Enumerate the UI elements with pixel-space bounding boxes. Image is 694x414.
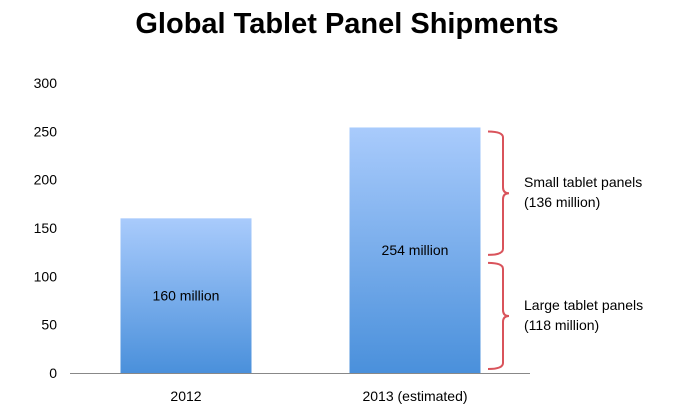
annotation-value: (136 million) — [524, 194, 600, 210]
bar — [349, 127, 481, 373]
x-tick-label: 2013 (estimated) — [362, 388, 467, 404]
annotation-label: Small tablet panels — [524, 174, 642, 190]
y-tick-label: 0 — [49, 365, 57, 381]
y-tick-label: 100 — [34, 268, 58, 284]
y-tick-label: 300 — [34, 75, 58, 91]
y-tick-label: 200 — [34, 172, 58, 188]
bracket-annotation — [487, 261, 510, 370]
x-tick-label: 2012 — [170, 388, 201, 404]
y-tick-label: 250 — [34, 123, 58, 139]
y-tick-label: 150 — [34, 220, 58, 236]
bar-data-label: 254 million — [382, 242, 449, 258]
annotation-value: (118 million) — [524, 317, 599, 333]
bar — [120, 218, 252, 373]
chart-title: Global Tablet Panel Shipments — [135, 8, 558, 40]
bar-data-label: 160 million — [153, 288, 220, 304]
y-tick-label: 50 — [41, 317, 57, 333]
annotation-label: Large tablet panels — [524, 297, 643, 313]
bracket-annotation — [487, 130, 510, 256]
